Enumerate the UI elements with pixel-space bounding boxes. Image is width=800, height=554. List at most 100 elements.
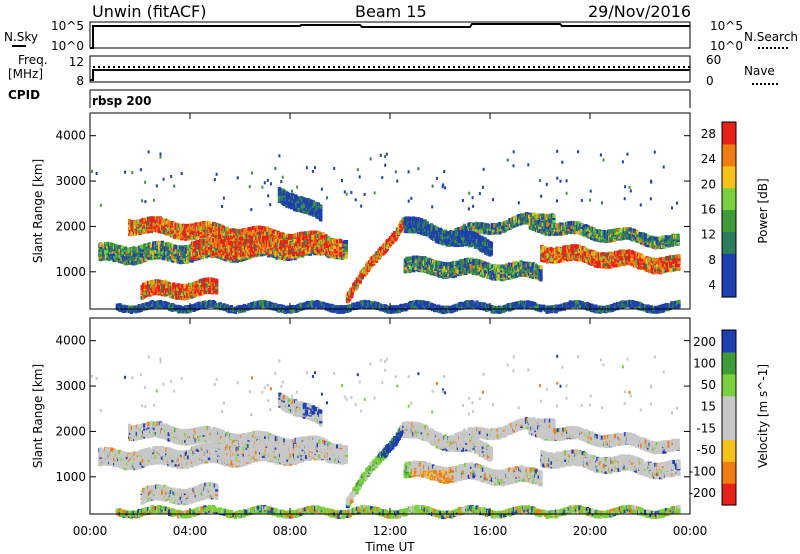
power-cell bbox=[334, 245, 338, 249]
power-cell bbox=[274, 234, 278, 239]
power-cell bbox=[154, 245, 158, 250]
power-cell bbox=[202, 250, 206, 255]
power-cell bbox=[355, 281, 359, 286]
power-cell bbox=[245, 248, 249, 252]
power-cell bbox=[184, 223, 188, 228]
power-cell bbox=[110, 251, 114, 256]
power-cell bbox=[258, 231, 262, 236]
power-cell bbox=[145, 280, 149, 285]
power-cell bbox=[260, 252, 264, 257]
power-cell bbox=[145, 246, 149, 251]
power-cell bbox=[207, 251, 211, 256]
power-cell bbox=[313, 230, 317, 235]
power-cell bbox=[186, 293, 190, 298]
power-cell bbox=[315, 230, 319, 235]
power-cell bbox=[143, 225, 147, 230]
power-cell bbox=[196, 292, 200, 297]
power-cell bbox=[215, 238, 219, 243]
power-cell bbox=[202, 223, 206, 228]
power-cell bbox=[208, 221, 212, 226]
power-cell bbox=[334, 239, 338, 244]
power-cell bbox=[202, 248, 206, 253]
power-cell bbox=[202, 239, 206, 244]
nsky-label: N.Sky bbox=[4, 30, 39, 44]
power-cell bbox=[344, 254, 348, 259]
power-cell bbox=[282, 246, 287, 250]
power-cell bbox=[241, 232, 245, 237]
power-cell bbox=[99, 242, 103, 247]
power-cell bbox=[199, 226, 203, 231]
nsky-tick-bottom-right: 10^0 bbox=[710, 39, 743, 53]
power-cell bbox=[162, 221, 166, 226]
power-cell bbox=[261, 238, 266, 243]
power-cell bbox=[265, 236, 269, 241]
power-cell bbox=[186, 289, 190, 293]
power-cell bbox=[202, 233, 206, 238]
power-cell bbox=[145, 290, 149, 295]
power-cell bbox=[99, 248, 103, 253]
power-cell bbox=[167, 220, 171, 225]
power-cell bbox=[385, 239, 390, 244]
power-cell bbox=[408, 268, 412, 273]
power-cell bbox=[124, 261, 128, 266]
power-cell bbox=[202, 245, 206, 250]
power-cell bbox=[205, 283, 209, 288]
freq-tick-top: 12 bbox=[69, 55, 84, 69]
power-cell bbox=[125, 261, 129, 266]
power-cell bbox=[222, 254, 226, 259]
power-cell bbox=[180, 227, 184, 232]
power-cell bbox=[162, 225, 166, 230]
power-cell bbox=[222, 241, 226, 246]
power-cell bbox=[328, 237, 332, 242]
power-cell bbox=[110, 248, 114, 253]
power-cell bbox=[322, 235, 326, 239]
power-cell bbox=[150, 216, 154, 221]
power-cell bbox=[218, 233, 222, 238]
freq-label: Freq. bbox=[18, 53, 48, 67]
power-cell bbox=[110, 255, 114, 260]
power-cell bbox=[298, 237, 302, 242]
nave-tick-bottom: 0 bbox=[706, 74, 714, 88]
power-cell bbox=[171, 243, 175, 248]
power-cell bbox=[408, 265, 412, 270]
power-cell bbox=[191, 225, 195, 230]
power-cell bbox=[162, 218, 166, 223]
nsky-legend-line bbox=[12, 45, 26, 47]
freq-line bbox=[90, 69, 690, 81]
power-cell bbox=[145, 285, 149, 290]
power-cell bbox=[187, 250, 191, 255]
power-cell bbox=[311, 234, 315, 239]
power-cell bbox=[150, 218, 154, 223]
power-cell bbox=[265, 247, 269, 252]
cpid-label: CPID bbox=[8, 88, 41, 102]
power-cell bbox=[245, 253, 249, 258]
nave-tick-top: 60 bbox=[706, 53, 721, 67]
freq-panel: 12 8 60 0 bbox=[69, 53, 722, 88]
power-cell bbox=[287, 234, 292, 238]
power-cell bbox=[158, 249, 162, 254]
power-cell bbox=[152, 250, 156, 255]
power-cell bbox=[229, 238, 233, 243]
power-cell bbox=[391, 232, 395, 237]
power-cell bbox=[196, 247, 200, 252]
power-cell bbox=[318, 243, 322, 248]
power-cell bbox=[157, 283, 161, 288]
power-cell bbox=[171, 258, 175, 263]
power-cell bbox=[141, 253, 145, 258]
power-cell bbox=[157, 229, 161, 234]
power-cell bbox=[265, 243, 269, 248]
power-cell bbox=[149, 243, 153, 248]
power-cell bbox=[183, 284, 187, 289]
power-cell bbox=[139, 244, 143, 249]
power-cell bbox=[306, 245, 310, 250]
date-title: 29/Nov/2016 bbox=[588, 2, 692, 21]
power-cell bbox=[412, 255, 416, 260]
power-cell bbox=[152, 223, 156, 228]
power-cell bbox=[209, 281, 213, 286]
power-cell bbox=[311, 240, 315, 245]
power-cell bbox=[412, 257, 416, 262]
power-cell bbox=[322, 246, 326, 251]
power-cell bbox=[241, 228, 245, 233]
power-cell bbox=[162, 230, 166, 235]
power-cell bbox=[224, 255, 228, 260]
